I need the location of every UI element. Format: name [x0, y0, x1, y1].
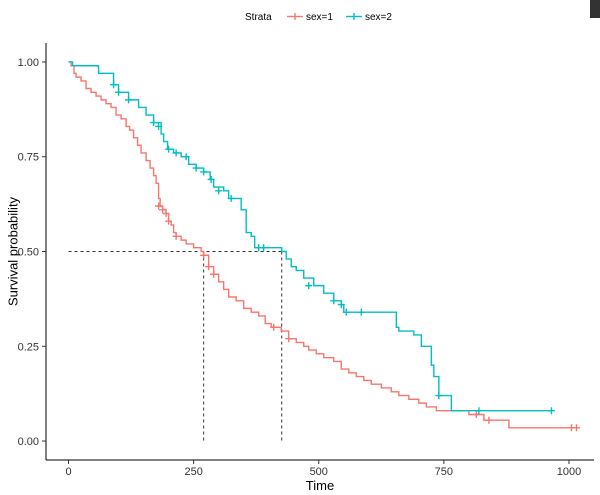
censor-mark — [155, 202, 163, 210]
censor-mark — [150, 119, 158, 127]
y-axis-title: Survival probability — [5, 196, 20, 306]
x-tick-label: 750 — [435, 466, 453, 478]
censor-mark — [182, 153, 190, 161]
x-axis-title: Time — [306, 478, 334, 493]
censor-mark — [572, 424, 580, 432]
y-tick-label: 0.50 — [18, 247, 39, 259]
y-tick-label: 0.75 — [18, 152, 39, 164]
censor-mark — [110, 81, 118, 89]
y-tick-label: 0.00 — [18, 436, 39, 448]
plot-area — [68, 61, 580, 442]
censor-mark — [330, 297, 338, 305]
censor-mark — [200, 168, 208, 176]
censor-mark — [485, 416, 493, 424]
censor-mark — [192, 164, 200, 172]
series-line-2 — [68, 61, 552, 412]
censor-mark — [125, 96, 133, 104]
legend-title: Strata — [245, 12, 272, 23]
censor-mark — [305, 282, 313, 290]
censor-mark — [215, 187, 223, 195]
censor-mark — [200, 251, 208, 259]
x-tick-label: 0 — [65, 466, 71, 478]
censor-mark — [285, 335, 293, 343]
axes: 0 250 500 750 1000 0.00 0.25 0.50 0.75 1.00 — [18, 43, 594, 478]
censor-mark — [155, 122, 163, 130]
censor-mark — [342, 308, 350, 316]
censor-mark — [270, 323, 278, 331]
censor-mark — [475, 407, 483, 415]
x-tick-label: 250 — [184, 466, 202, 478]
legend-entry-1: sex=1 — [306, 12, 333, 23]
legend-entry-2: sex=2 — [365, 12, 392, 23]
y-tick-label: 1.00 — [18, 57, 39, 69]
legend: Strata sex=1 sex=2 — [245, 12, 392, 23]
censor-mark — [159, 206, 167, 214]
censor-mark — [115, 88, 123, 96]
censor-mark — [207, 175, 215, 183]
censor-mark — [337, 301, 345, 309]
censor-mark — [472, 411, 480, 419]
censor-mark — [165, 145, 173, 153]
censor-mark — [165, 217, 173, 225]
series-line-1 — [68, 61, 579, 429]
censor-mark — [227, 194, 235, 202]
window-corner — [590, 0, 600, 18]
x-tick-label: 500 — [310, 466, 328, 478]
censor-mark — [547, 407, 555, 415]
censor-mark — [172, 149, 180, 157]
censor-mark — [205, 263, 213, 271]
censor-mark — [162, 210, 170, 218]
censor-mark — [260, 244, 268, 252]
censor-mark — [172, 232, 180, 240]
censor-mark — [357, 308, 365, 316]
y-tick-label: 0.25 — [18, 341, 39, 353]
x-tick-label: 1000 — [557, 466, 581, 478]
censor-mark — [435, 392, 443, 400]
censor-mark — [210, 270, 218, 278]
